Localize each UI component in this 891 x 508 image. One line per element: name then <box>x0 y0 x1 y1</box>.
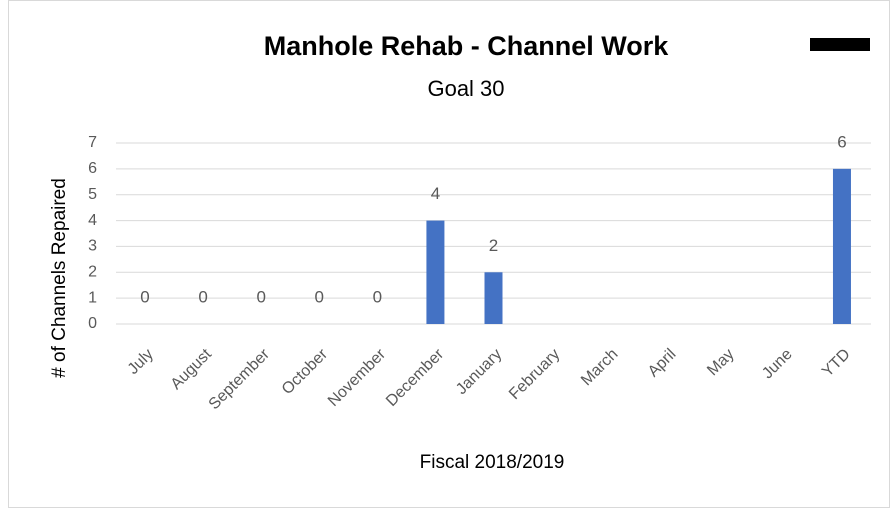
data-label: 0 <box>198 287 207 306</box>
y-tick-label: 5 <box>88 186 97 203</box>
data-label: 0 <box>373 287 382 306</box>
bar <box>426 220 445 324</box>
y-axis-title: # of Channels Repaired <box>49 178 70 378</box>
y-tick-label: 2 <box>88 264 97 281</box>
bar <box>484 272 503 324</box>
data-label: 0 <box>315 287 324 306</box>
chart-subtitle: Goal 30 <box>427 76 504 101</box>
chart-frame <box>8 0 890 508</box>
y-tick-label: 3 <box>88 238 97 255</box>
data-label: 4 <box>431 184 440 203</box>
legend-marker <box>810 38 870 51</box>
y-tick-label: 6 <box>88 160 97 177</box>
x-axis-title: Fiscal 2018/2019 <box>420 452 565 473</box>
data-label: 0 <box>256 287 265 306</box>
y-tick-label: 4 <box>88 212 97 229</box>
chart-title: Manhole Rehab - Channel Work <box>264 31 670 61</box>
y-tick-label: 1 <box>88 289 97 306</box>
y-tick-label: 7 <box>88 134 97 151</box>
bar <box>832 168 851 324</box>
data-label: 2 <box>489 236 498 255</box>
y-tick-label: 0 <box>88 315 97 332</box>
data-label: 6 <box>837 132 846 151</box>
data-label: 0 <box>140 287 149 306</box>
